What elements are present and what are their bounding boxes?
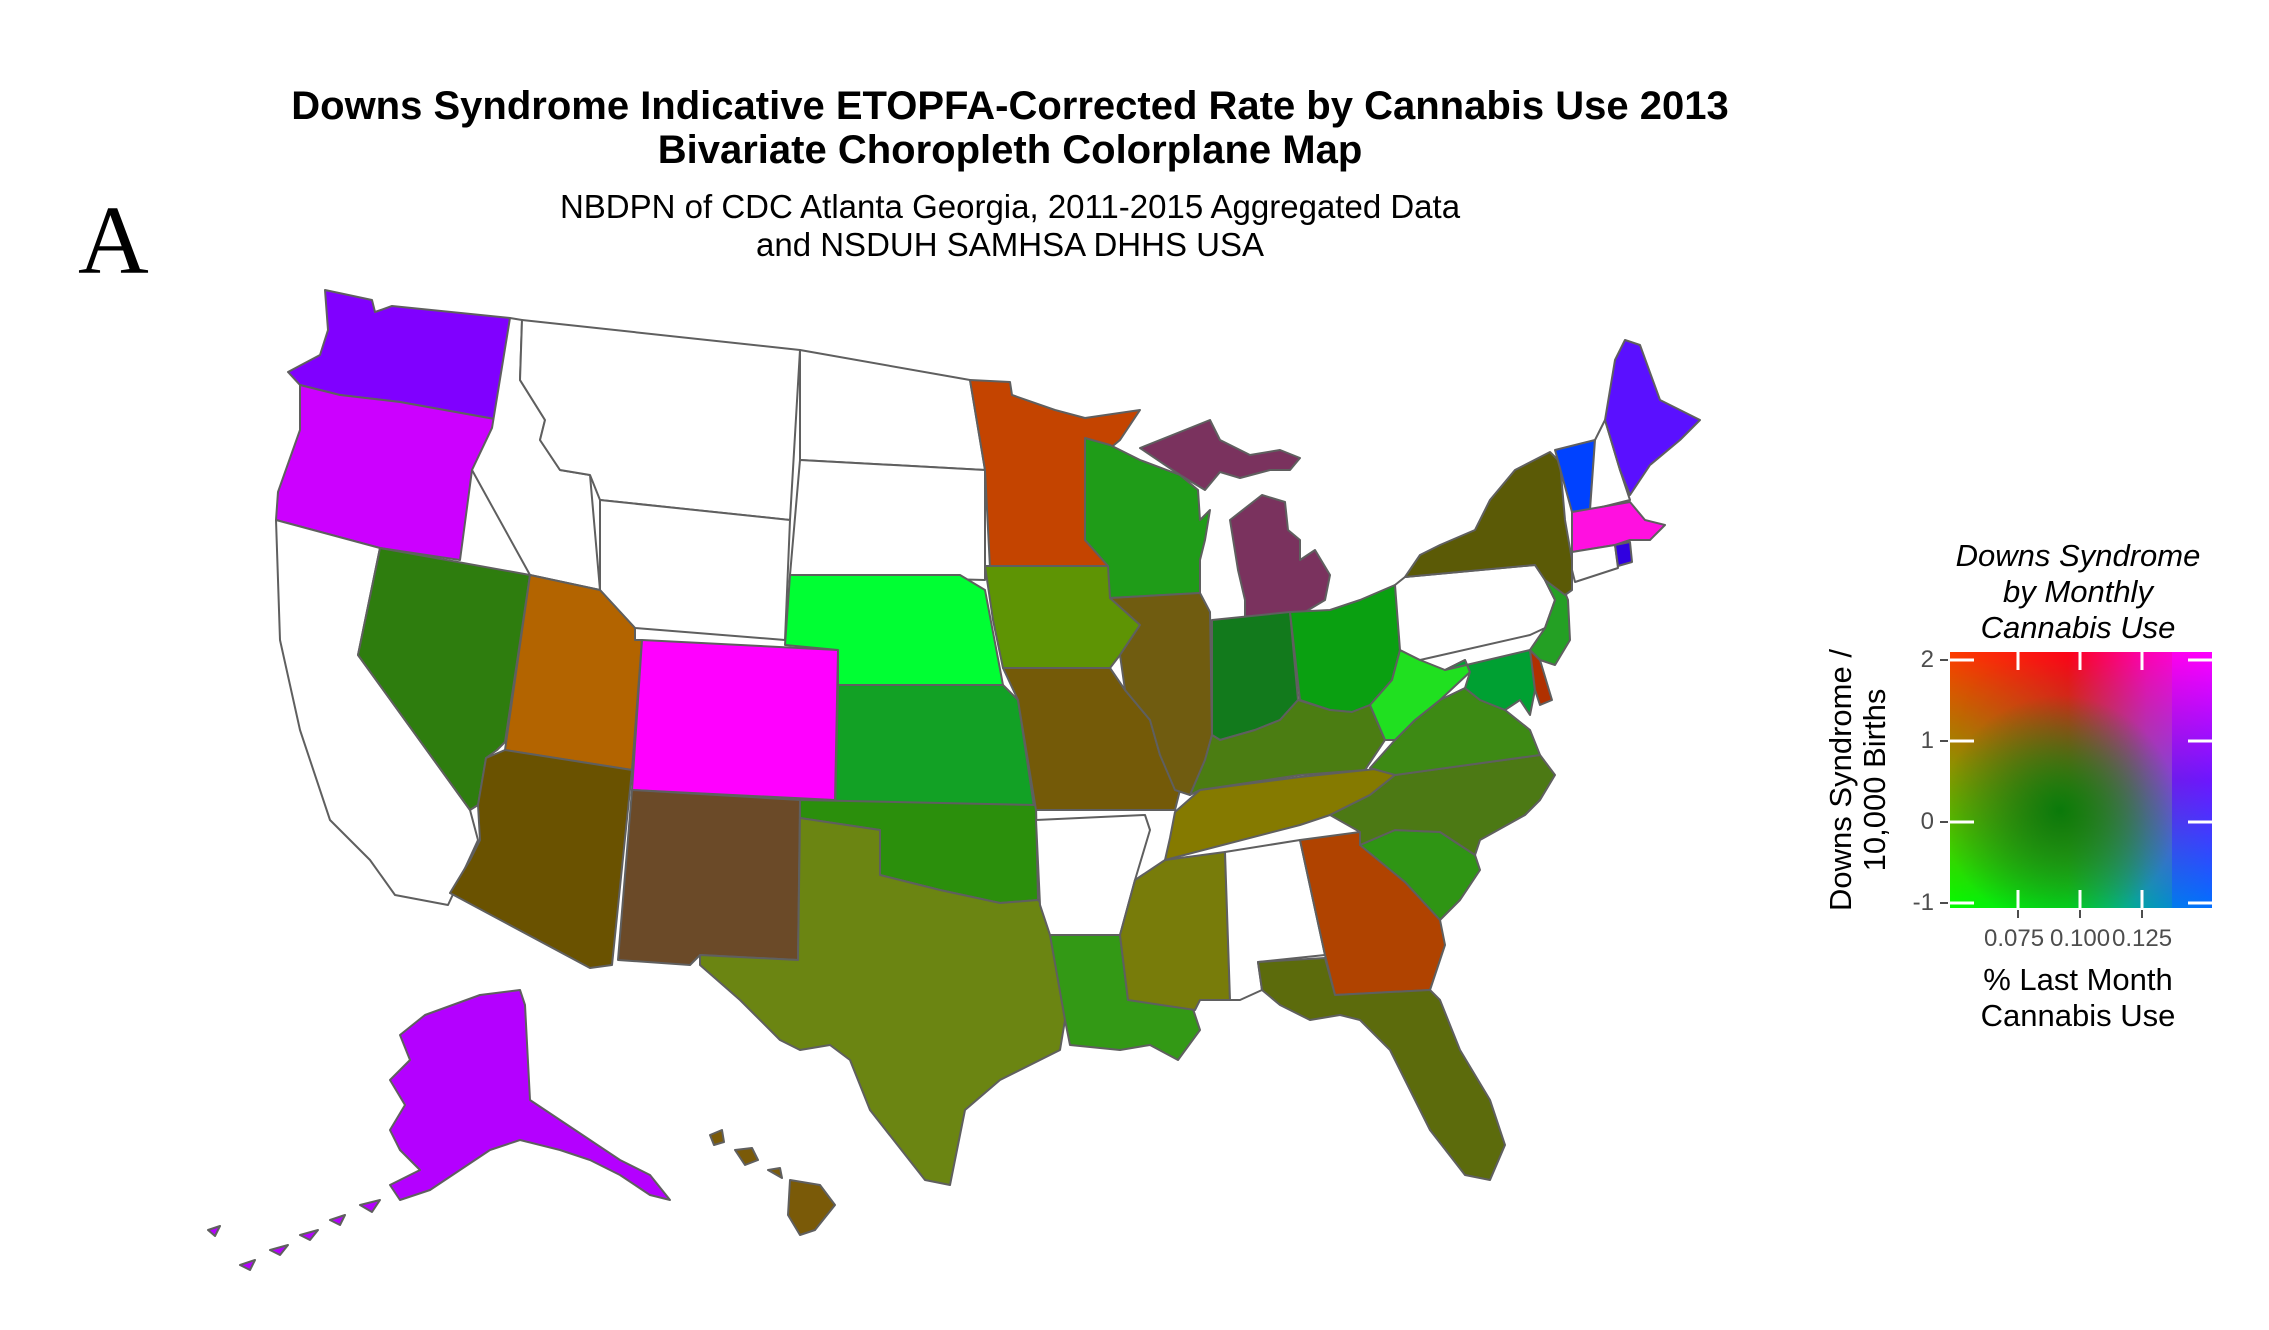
map-subtitle: NBDPN of CDC Atlanta Georgia, 2011-2015 …	[559, 188, 1461, 225]
state-CT	[1571, 544, 1619, 583]
state-MT	[519, 319, 801, 521]
state-AK	[389, 989, 671, 1201]
state-WI	[1084, 437, 1211, 599]
state-RI	[1614, 541, 1633, 567]
state-MI	[1139, 419, 1331, 623]
map-title-line2: Bivariate Choropleth Colorplane Map	[657, 128, 1363, 172]
legend-y-axis-label: Downs Syndrome / 10,000 Births	[1822, 620, 1892, 940]
map-title: Downs Syndrome Indicative ETOPFA-Correct…	[291, 84, 1729, 128]
legend-y-tick: 0	[1920, 808, 1934, 835]
state-ND	[799, 349, 986, 471]
legend-title-line: by Monthly	[2003, 574, 2153, 609]
legend-x-label-line: Cannabis Use	[1980, 997, 2176, 1033]
state-ME	[1604, 339, 1701, 496]
legend-y-tick: 1	[1920, 727, 1934, 754]
state-OR	[275, 384, 501, 561]
legend-x-axis-label: % Last Month Cannabis Use	[1918, 962, 2238, 1033]
map-subtitle-line2: and NSDUH SAMHSA DHHS USA	[756, 226, 1264, 263]
legend-y-label-line: Downs Syndrome /	[1822, 649, 1858, 911]
legend-x-label-line: % Last Month	[1983, 962, 2173, 997]
legend-colorplane	[1940, 652, 2212, 918]
state-KS	[834, 684, 1037, 821]
state-CO	[631, 639, 839, 801]
state-NM	[617, 789, 801, 966]
legend-title-line: Cannabis Use	[1980, 610, 2176, 645]
state-SD	[789, 459, 986, 581]
state-KY	[1189, 699, 1386, 796]
legend-x-tick: 0.075	[1984, 925, 2045, 952]
panel-label: A	[78, 187, 149, 295]
legend-x-tick: 0.100	[2050, 925, 2111, 952]
legend-y-tick: 2	[1920, 646, 1934, 673]
state-HI	[709, 1129, 836, 1236]
state-IL	[1109, 592, 1213, 796]
legend-x-tick: 0.125	[2112, 925, 2173, 952]
state-PA	[1394, 564, 1556, 661]
state-AK-islands	[207, 1199, 381, 1271]
state-FL	[1257, 957, 1506, 1181]
state-WY	[599, 499, 791, 641]
state-AZ	[449, 749, 633, 969]
legend-y-tick: -1	[1912, 889, 1934, 916]
state-TX	[699, 817, 1066, 1186]
legend-title-line: Downs Syndrome	[1955, 538, 2201, 573]
legend-y-label-line: 10,000 Births	[1857, 688, 1892, 872]
